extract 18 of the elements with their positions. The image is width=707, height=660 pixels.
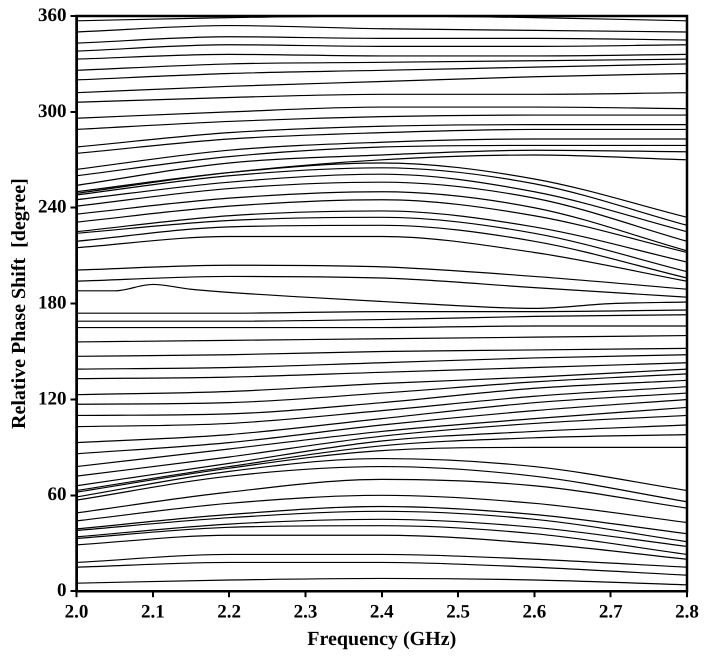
x-tick-label: 2.2 [217,602,241,623]
x-tick-label: 2.3 [294,602,318,623]
x-axis-title: Frequency (GHz) [307,628,456,650]
y-tick-label: 0 [57,580,66,602]
x-tick-label: 2.5 [446,602,470,623]
x-tick-label: 2.6 [522,602,546,623]
x-tick-label: 2.4 [370,602,394,623]
y-tick-label: 360 [38,4,66,26]
x-tick-label: 2.1 [140,602,165,623]
x-tick-label: 2.0 [64,602,88,623]
y-tick-label: 240 [38,196,66,218]
y-tick-label: 120 [38,388,66,410]
x-tick-label: 2.7 [598,602,624,623]
x-tick-label: 2.8 [675,602,699,623]
y-tick-label: 60 [48,484,66,506]
y-tick-label: 300 [38,100,66,122]
y-axis-title: Relative Phase Shift [degree] [8,178,30,429]
y-tick-label: 180 [38,292,66,314]
